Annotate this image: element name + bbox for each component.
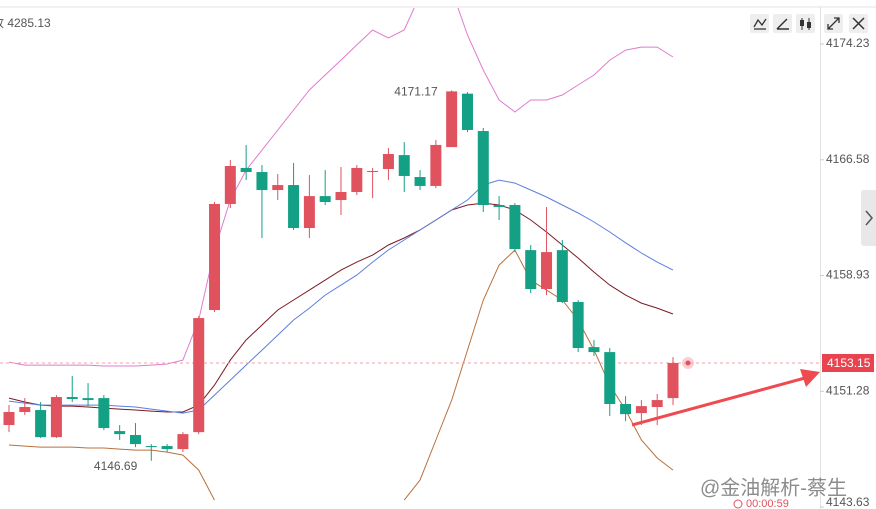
candle-body xyxy=(319,196,331,202)
candle-body xyxy=(446,91,458,148)
arrow-head xyxy=(800,369,820,387)
candle-body xyxy=(493,205,505,207)
arrow-shaft xyxy=(631,376,806,427)
candle-body xyxy=(129,435,141,445)
candle-body xyxy=(604,352,616,404)
candle-body xyxy=(414,177,426,186)
candle-body xyxy=(572,302,584,349)
candle-body xyxy=(651,400,663,408)
candle-body xyxy=(35,410,47,438)
candle-body xyxy=(66,397,78,399)
candle-body xyxy=(398,155,410,176)
y-tick-label: 4143.63 xyxy=(826,495,870,509)
timer-icon xyxy=(733,499,743,509)
tool-icon xyxy=(753,18,767,30)
candle-body xyxy=(667,362,679,399)
candle-body xyxy=(3,412,15,426)
candle-body xyxy=(82,398,94,401)
candle-body xyxy=(177,434,189,450)
watermark: @金油解析-蔡生 xyxy=(700,476,847,499)
header-text: 收 4285.13 xyxy=(0,16,51,30)
candle-body xyxy=(477,131,489,206)
candle-body xyxy=(50,397,62,438)
candle-body xyxy=(240,167,252,173)
y-tick-label: 4158.93 xyxy=(826,268,870,282)
toolbar xyxy=(750,14,868,33)
candle-body xyxy=(335,192,347,201)
tool-icon xyxy=(807,22,811,28)
candle-body xyxy=(256,172,268,191)
side-tab-icon xyxy=(865,210,873,226)
tool-icon xyxy=(800,20,804,26)
candle-body xyxy=(509,205,521,250)
tool-button[interactable] xyxy=(750,14,769,33)
candle-body xyxy=(193,318,205,433)
candle-body xyxy=(525,250,537,289)
y-tick-label: 4174.23 xyxy=(826,36,870,50)
indicator-line xyxy=(8,179,674,414)
plot-area xyxy=(0,8,820,501)
side-tab-bg[interactable] xyxy=(861,190,876,246)
candle-body xyxy=(382,154,394,170)
candle-body xyxy=(145,446,157,448)
candle-body xyxy=(288,185,300,229)
tool-icon xyxy=(827,17,840,30)
indicator-line xyxy=(8,8,674,367)
candle-body xyxy=(430,144,442,186)
candle-body xyxy=(541,252,553,289)
y-tick-label: 4151.28 xyxy=(826,383,870,397)
y-tick-label: 4166.58 xyxy=(826,152,870,166)
tool-icon xyxy=(776,18,789,30)
high-annotation: 4171.17 xyxy=(394,85,438,99)
indicator-line xyxy=(8,249,674,501)
tool-icon xyxy=(852,17,865,30)
side-tab[interactable] xyxy=(861,190,876,246)
candle-body xyxy=(114,431,126,435)
tool-button[interactable] xyxy=(796,14,815,33)
candle-body xyxy=(367,170,379,173)
candle-body xyxy=(272,185,284,191)
timer: 00:00:59 xyxy=(746,498,789,509)
candle-body xyxy=(19,407,31,413)
candle-body xyxy=(588,347,600,353)
candle-body xyxy=(620,403,632,415)
low-annotation: 4146.69 xyxy=(94,459,138,473)
last-price-dot xyxy=(685,360,691,366)
candle-body xyxy=(461,93,473,130)
last-price-label: 4153.15 xyxy=(827,356,871,370)
candle-body xyxy=(635,406,647,414)
candle-body xyxy=(224,165,236,204)
candle-body xyxy=(556,250,568,303)
candle-body xyxy=(303,196,315,229)
candle-body xyxy=(98,398,110,429)
candle-body xyxy=(209,203,221,311)
last-price-box xyxy=(822,353,874,372)
candle-body xyxy=(161,446,173,450)
candle-body xyxy=(351,167,363,193)
